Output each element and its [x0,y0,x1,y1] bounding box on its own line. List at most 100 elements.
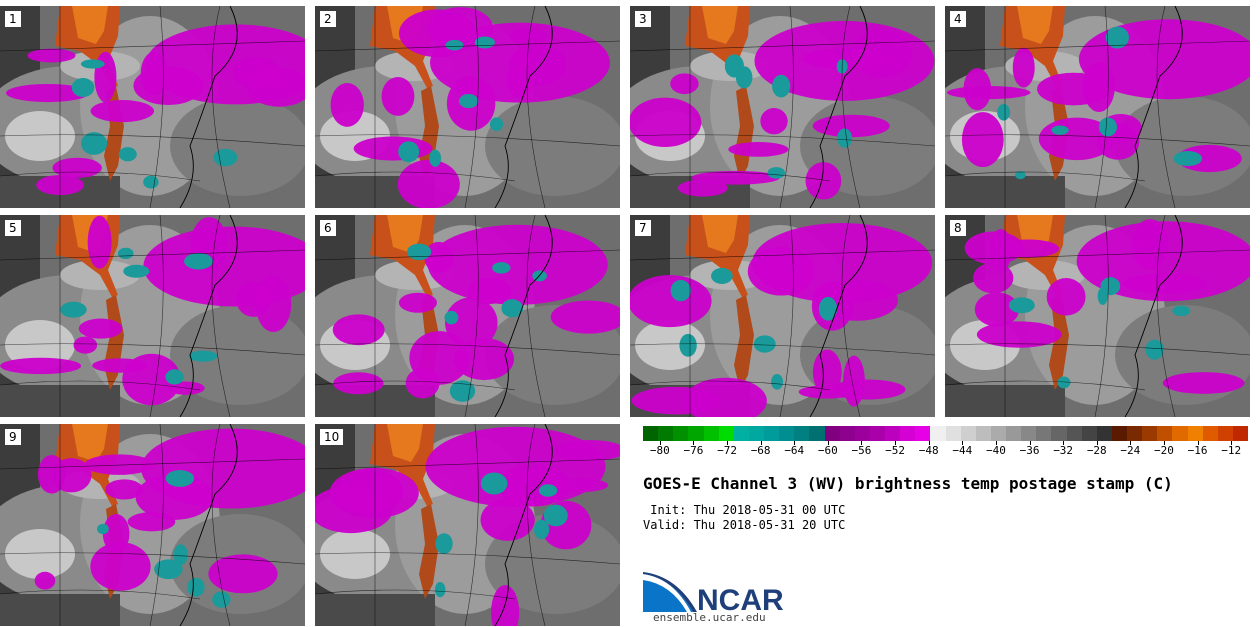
colorbar-segment [1127,426,1143,441]
colorbar-segment [1202,426,1218,441]
colorbar-segment [900,426,916,441]
satellite-panel-2: 2 [315,6,620,208]
water-vapor-image [945,215,1250,417]
colorbar-segment [643,426,659,441]
colorbar-segment [990,426,1006,441]
satellite-panel-1: 1 [0,6,305,208]
colorbar-segment [1096,426,1112,441]
colorbar-tick-mark [794,441,796,445]
satellite-panel-8: 8 [945,215,1250,417]
colorbar-tick-label: −24 [1120,444,1141,457]
colorbar-tick-label: −28 [1086,444,1107,457]
colorbar-segment [1081,426,1097,441]
water-vapor-image [315,424,620,626]
water-vapor-image [630,6,935,208]
water-vapor-image [0,215,305,417]
panel-label-6: 6 [320,220,336,236]
satellite-panel-5: 5 [0,215,305,417]
colorbar-ticks: −80 −76 −72 −68 −64 −60 −56 −52 −48 −44 −40 −36 −32−… [643,441,1248,462]
colorbar-segment [764,426,780,441]
colorbar-tick-label: −44 [952,444,973,457]
water-vapor-image [0,424,305,626]
colorbar-segment [854,426,870,441]
colorbar-tick-mark [659,441,661,445]
colorbar-segment [1172,426,1188,441]
satellite-panel-6: 6 [315,215,620,417]
svg-text:NCAR: NCAR [697,584,784,614]
colorbar-segment [839,426,855,441]
colorbar-segment [1036,426,1052,441]
colorbar-segment [1217,426,1233,441]
init-time: Init: Thu 2018-05-31 00 UTC [643,503,846,517]
colorbar-tick-label: −40 [985,444,1006,457]
colorbar-segment [1142,426,1158,441]
panel-label-8: 8 [950,220,966,236]
colorbar-segment [1066,426,1082,441]
colorbar-tick-mark [962,441,964,445]
colorbar-tick-label: −64 [784,444,805,457]
colorbar-tick-mark [827,441,829,445]
colorbar-segment [1021,426,1037,441]
water-vapor-image [630,215,935,417]
colorbar-segment [703,426,719,441]
panel-label-10: 10 [320,429,344,445]
satellite-panel-10: 10 [315,424,620,626]
colorbar-tick-mark [861,441,863,445]
colorbar-segment [718,426,734,441]
colorbar-tick-mark [1130,441,1132,445]
colorbar-tick-mark [1096,441,1098,445]
colorbar-segment [1111,426,1127,441]
water-vapor-image [0,6,305,208]
colorbar-segment [930,426,946,441]
colorbar-segment [688,426,704,441]
colorbar-tick-label: −56 [851,444,872,457]
colorbar-segment [885,426,901,441]
colorbar-segment [869,426,885,441]
colorbar-tick-label: −36 [1019,444,1040,457]
satellite-panel-3: 3 [630,6,935,208]
colorbar-segment [658,426,674,441]
colorbar-segment [809,426,825,441]
colorbar-segment [1232,426,1248,441]
colorbar-tick-label: −12 [1221,444,1242,457]
colorbar-tick-label: −20 [1154,444,1174,457]
colorbar-segment [733,426,749,441]
colorbar-segment [1187,426,1203,441]
colorbar-tick-label: −72 [717,444,737,457]
colorbar-segment [779,426,795,441]
colorbar-tick-label: −52 [885,444,906,457]
colorbar-tick-label: −60 [817,444,838,457]
colorbar-segment [975,426,991,441]
satellite-panel-9: 9 [0,424,305,626]
colorbar-tick-mark [727,441,729,445]
valid-time: Valid: Thu 2018-05-31 20 UTC [643,518,846,532]
colorbar-tick-mark [895,441,897,445]
water-vapor-image [945,6,1250,208]
colorbar [643,426,1248,441]
colorbar-tick-mark [1163,441,1165,445]
panel-label-7: 7 [635,220,651,236]
panel-label-9: 9 [5,429,21,445]
colorbar-tick-label: −48 [918,444,939,457]
colorbar-tick-mark [1231,441,1233,445]
water-vapor-image [315,215,620,417]
colorbar-segment [945,426,961,441]
panel-label-4: 4 [950,11,966,27]
colorbar-tick-label: −80 [649,444,670,457]
satellite-panel-4: 4 [945,6,1250,208]
colorbar-segment [673,426,689,441]
colorbar-segment [794,426,810,441]
colorbar-segment [824,426,840,441]
colorbar-segment [915,426,931,441]
colorbar-tick-mark [1029,441,1031,445]
colorbar-tick-label: −68 [750,444,771,457]
colorbar-tick-mark [995,441,997,445]
colorbar-tick-mark [1197,441,1199,445]
colorbar-segment [960,426,976,441]
colorbar-segment [1051,426,1067,441]
water-vapor-image [315,6,620,208]
colorbar-tick-mark [693,441,695,445]
logo-url: ensemble.ucar.edu [653,611,766,624]
panel-label-5: 5 [5,220,21,236]
colorbar-tick-label: −16 [1187,444,1208,457]
